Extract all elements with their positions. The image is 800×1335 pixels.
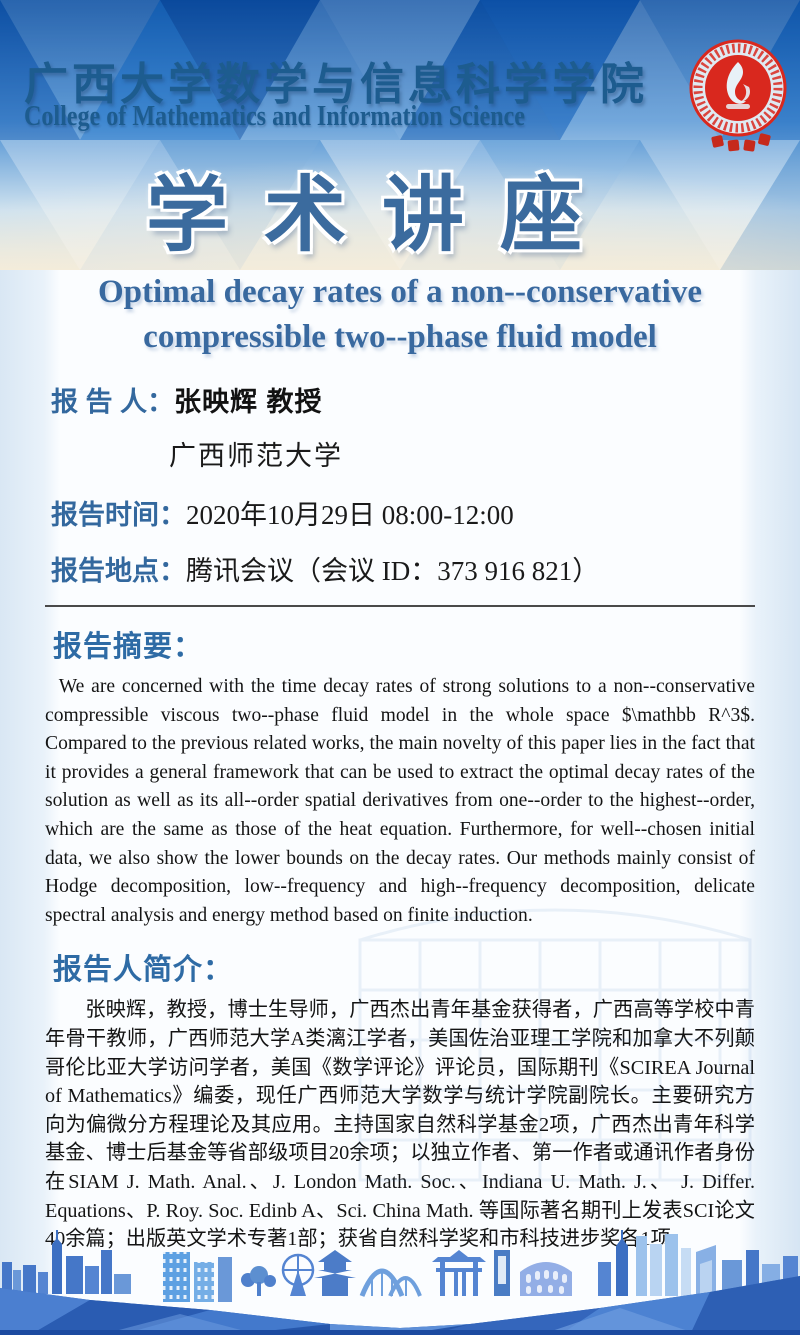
time-row: 报告时间： 2020年10月29日 08:00-12:00 <box>51 493 755 532</box>
speaker-row: 报 告 人： 张映辉 教授 <box>51 380 755 419</box>
skyline-buildings-left <box>2 1230 131 1294</box>
talk-info: 报 告 人： 张映辉 教授 广西师范大学 报告时间： 2020年10月29日 0… <box>51 380 755 588</box>
arch-bridge-icon <box>359 1268 422 1297</box>
header-banner: 广西大学数学与信息科学学院 College of Mathematics and… <box>0 0 800 270</box>
abstract-heading: 报告摘要： <box>53 631 204 663</box>
skyline-center-right <box>494 1250 572 1296</box>
talk-title: Optimal decay rates of a non--conservati… <box>45 270 755 360</box>
building-watermark <box>358 908 752 1182</box>
talk-title-line1: Optimal decay rates of a non--conservati… <box>98 274 702 310</box>
colosseum-icon <box>520 1262 572 1296</box>
seal-ring-glyphs <box>693 43 783 133</box>
paifang-gate-icon <box>432 1250 486 1296</box>
seal-flame-icon <box>726 62 746 104</box>
skyline-park <box>241 1250 356 1296</box>
bio-heading: 报告人简介： <box>53 954 234 987</box>
poster-content: Optimal decay rates of a non--conservati… <box>45 262 755 1254</box>
venue-value: 腾讯会议（会议 ID：373 916 821） <box>186 556 600 586</box>
college-name-cn: 广西大学数学与信息科学学院 <box>24 60 648 109</box>
seal-script-characters <box>711 133 771 152</box>
time-label: 报告时间： <box>51 500 186 530</box>
college-name-en: College of Mathematics and Information S… <box>24 101 525 132</box>
time-value: 2020年10月29日 08:00-12:00 <box>186 500 514 530</box>
skyline-buildings-windowed <box>163 1252 232 1302</box>
bio-text: 张映辉，教授，博士生导师，广西杰出青年基金获得者，广西高等学校中青年骨干教师，广… <box>45 999 755 1251</box>
section-divider <box>45 605 755 607</box>
pagoda-icon <box>318 1250 352 1262</box>
abstract-text: We are concerned with the time decay rat… <box>45 676 755 926</box>
city-skyline-graphic <box>0 1230 800 1335</box>
venue-label: 报告地点： <box>51 556 186 586</box>
speaker-affiliation: 广西师范大学 <box>169 441 343 471</box>
banner-title: 学术讲座 <box>145 167 618 263</box>
talk-title-line2: compressible two--phase fluid model <box>143 319 657 355</box>
speaker-name: 张映辉 教授 <box>174 387 323 417</box>
venue-row: 报告地点： 腾讯会议（会议 ID：373 916 821） <box>51 549 755 588</box>
speaker-label: 报 告 人： <box>51 387 175 417</box>
skyline-base-band <box>0 1276 800 1335</box>
header-mosaic-background <box>0 0 800 270</box>
university-seal-logo <box>689 39 787 152</box>
